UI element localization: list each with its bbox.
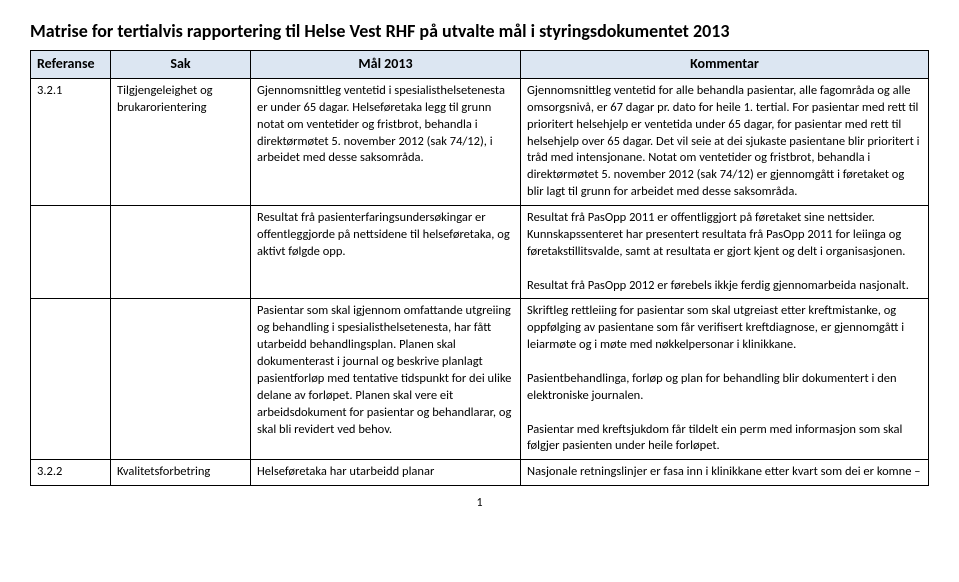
cell-ref: 3.2.2 (31, 460, 111, 486)
header-kommentar: Kommentar (521, 51, 929, 79)
table-row: 3.2.2 Kvalitetsforbetring Helseføretaka … (31, 460, 929, 486)
cell-kommentar: Nasjonale retningslinjer er fasa inn i k… (521, 460, 929, 486)
cell-sak (111, 206, 251, 299)
cell-kommentar: Skriftleg rettleiing for pasientar som s… (521, 299, 929, 460)
table-header-row: Referanse Sak Mål 2013 Kommentar (31, 51, 929, 79)
cell-sak: Tilgjengeleighet og brukarorientering (111, 78, 251, 205)
cell-kommentar: Gjennomsnittleg ventetid for alle behand… (521, 78, 929, 205)
cell-kommentar: Resultat frå PasOpp 2011 er offentliggjo… (521, 206, 929, 299)
table-row: Pasientar som skal igjennom omfattande u… (31, 299, 929, 460)
header-ref: Referanse (31, 51, 111, 79)
page-title: Matrise for tertialvis rapportering til … (30, 20, 929, 42)
cell-ref (31, 299, 111, 460)
cell-mal: Resultat frå pasienterfaringsundersøking… (251, 206, 521, 299)
page-number: 1 (30, 496, 929, 510)
table-row: 3.2.1 Tilgjengeleighet og brukarorienter… (31, 78, 929, 205)
table-row: Resultat frå pasienterfaringsundersøking… (31, 206, 929, 299)
header-sak: Sak (111, 51, 251, 79)
cell-sak: Kvalitetsforbetring (111, 460, 251, 486)
report-table: Referanse Sak Mål 2013 Kommentar 3.2.1 T… (30, 50, 929, 486)
cell-mal: Helseføretaka har utarbeidd planar (251, 460, 521, 486)
header-mal: Mål 2013 (251, 51, 521, 79)
cell-mal: Pasientar som skal igjennom omfattande u… (251, 299, 521, 460)
cell-ref: 3.2.1 (31, 78, 111, 205)
cell-mal: Gjennomsnittleg ventetid i spesialisthel… (251, 78, 521, 205)
cell-sak (111, 299, 251, 460)
cell-ref (31, 206, 111, 299)
